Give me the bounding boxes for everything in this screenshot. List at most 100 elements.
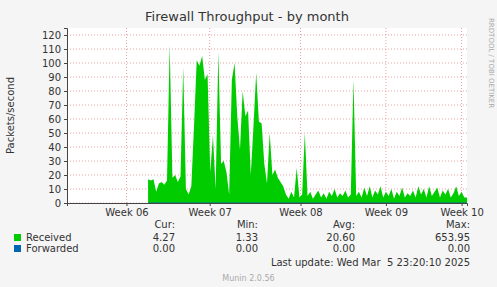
y-tick-mark — [64, 105, 67, 106]
x-tick: Week 09 — [365, 203, 408, 218]
last-update: Last update: Wed Mar 5 23:20:10 2025 — [271, 257, 470, 268]
y-grid-line — [67, 133, 467, 134]
x-grid-line — [126, 28, 127, 203]
x-tick-mark — [210, 203, 211, 206]
stats-value: 0.00 — [333, 243, 355, 254]
plot-area — [67, 28, 467, 203]
legend: Cur: Min: Avg: Max: Received 4.27 1.33 20.60 653… — [14, 219, 470, 254]
chart: 0102030405060708090100110120Week 06Week … — [0, 0, 497, 287]
x-tick-label: Week 07 — [189, 207, 232, 218]
y-tick: 0 — [55, 198, 67, 209]
y-tick-mark — [64, 63, 67, 64]
y-tick-label: 90 — [48, 72, 61, 83]
series-line — [148, 203, 467, 204]
x-tick-mark — [301, 203, 302, 206]
legend-label: Received — [26, 232, 72, 243]
y-tick-label: 40 — [48, 142, 61, 153]
x-tick-label: Week 09 — [365, 207, 408, 218]
y-tick-label: 120 — [42, 30, 61, 41]
x-tick: Week 10 — [440, 203, 483, 218]
y-tick-label: 50 — [48, 128, 61, 139]
y-tick-label: 110 — [42, 44, 61, 55]
y-grid-line — [67, 119, 467, 120]
y-grid-line — [67, 175, 467, 176]
x-grid-line — [461, 28, 462, 203]
y-tick: 110 — [42, 44, 67, 55]
legend-label: Forwarded — [26, 243, 79, 254]
legend-swatch — [14, 234, 21, 241]
y-tick: 100 — [42, 58, 67, 69]
grid — [67, 28, 467, 203]
y-grid-line — [67, 35, 467, 36]
y-tick: 30 — [48, 156, 67, 167]
y-tick-mark — [64, 77, 67, 78]
background — [0, 0, 497, 287]
y-tick-mark — [64, 119, 67, 120]
footer: Munin 2.0.56 — [222, 274, 274, 283]
y-grid-line — [67, 63, 467, 64]
y-grid-line — [67, 105, 467, 106]
y-tick: 70 — [48, 100, 67, 111]
y-tick-mark — [64, 35, 67, 36]
y-tick-label: 70 — [48, 100, 61, 111]
y-axis-line — [64, 29, 68, 204]
y-tick-mark — [64, 189, 67, 190]
x-axis: Week 06 Week 07 Week 08 Week 09 Week 10 — [68, 203, 484, 218]
y-tick-label: 30 — [48, 156, 61, 167]
stats-header: Cur: — [154, 219, 175, 230]
legend-swatch — [14, 245, 21, 252]
x-grid-line — [300, 28, 301, 203]
y-tick-mark — [64, 161, 67, 162]
y-grid-line — [67, 49, 467, 50]
y-tick: 40 — [48, 142, 67, 153]
x-tick-label: Week 08 — [279, 207, 322, 218]
stats-header: Min: — [237, 219, 258, 230]
title: Firewall Throughput - by month — [145, 9, 349, 24]
y-tick-label: 20 — [48, 170, 61, 181]
y-tick: 50 — [48, 128, 67, 139]
y-grid-line — [67, 161, 467, 162]
y-tick-label: 80 — [48, 86, 61, 97]
stats-value: 4.27 — [153, 232, 175, 243]
x-tick-mark — [386, 203, 387, 206]
stats-value: 1.33 — [236, 232, 258, 243]
series-area — [148, 45, 467, 203]
stats-value: 0.00 — [153, 243, 175, 254]
y-tick-label: 0 — [55, 198, 61, 209]
stats-value: 653.95 — [435, 232, 470, 243]
y-grid-line — [67, 91, 467, 92]
x-grid-line — [385, 28, 386, 203]
y-tick: 80 — [48, 86, 67, 97]
y-grid-line — [67, 77, 467, 78]
x-axis-line — [68, 204, 468, 207]
stats-value: 20.60 — [326, 232, 355, 243]
y-tick: 20 — [48, 170, 67, 181]
stats-header: Avg: — [333, 219, 355, 230]
y-grid-line — [67, 147, 467, 148]
x-tick: Week 07 — [189, 203, 232, 218]
x-tick-mark — [126, 203, 127, 206]
y-tick: 10 — [48, 184, 67, 195]
data-layer — [148, 45, 467, 203]
y-tick-mark — [64, 91, 67, 92]
y-tick-label: 10 — [48, 184, 61, 195]
y-axis-title: Packets/second — [5, 77, 16, 154]
x-tick-label: Week 10 — [440, 207, 483, 218]
x-tick-label: Week 06 — [105, 207, 148, 218]
x-tick: Week 06 — [105, 203, 148, 218]
watermark: RRDTOOL / TOBI OETIKER — [487, 18, 495, 108]
stats-value: 0.00 — [236, 243, 258, 254]
y-tick-label: 60 — [48, 114, 61, 125]
stats-value: 0.00 — [448, 243, 470, 254]
y-tick-mark — [64, 49, 67, 50]
y-tick-mark — [64, 203, 67, 204]
x-tick: Week 08 — [279, 203, 322, 218]
y-axis: 0 10 20 30 40 50 60 70 80 90 100 110 120 — [42, 29, 68, 209]
y-tick-mark — [64, 133, 67, 134]
y-tick: 90 — [48, 72, 67, 83]
stats-header: Max: — [446, 219, 470, 230]
y-tick: 60 — [48, 114, 67, 125]
x-tick-mark — [462, 203, 463, 206]
y-tick-mark — [64, 175, 67, 176]
y-tick-label: 100 — [42, 58, 61, 69]
